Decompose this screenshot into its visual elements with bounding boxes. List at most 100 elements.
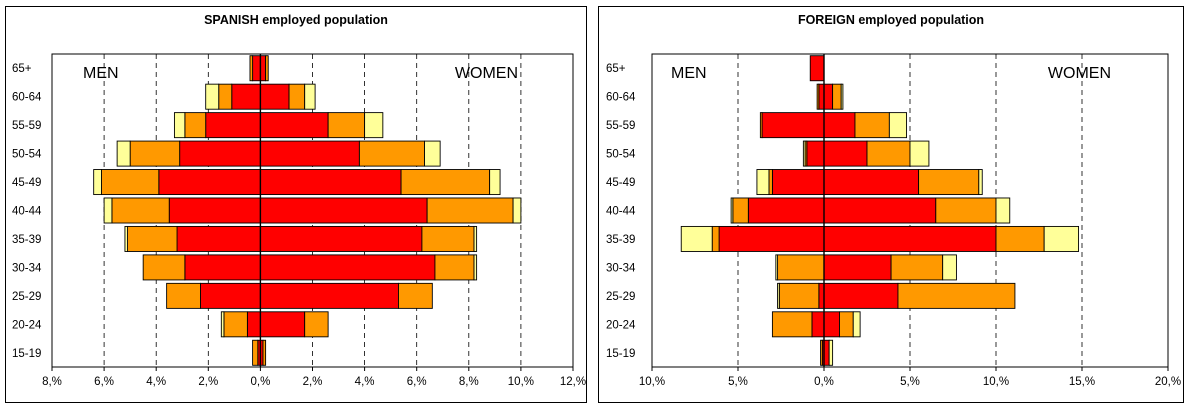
women-label: WOMEN bbox=[1048, 65, 1111, 82]
men-label: MEN bbox=[83, 65, 119, 82]
category-label: 40-44 bbox=[12, 206, 42, 218]
bar-women-yellow bbox=[473, 254, 478, 281]
bar-women-red bbox=[259, 140, 360, 167]
bar-women-red bbox=[823, 112, 856, 139]
bar-women-yellow bbox=[424, 140, 441, 167]
bar-men-red bbox=[252, 55, 261, 82]
bar-women-orange bbox=[288, 83, 306, 110]
category-label: 60-64 bbox=[12, 92, 42, 104]
bar-women-red bbox=[823, 225, 997, 252]
category-label: 20-24 bbox=[606, 319, 636, 331]
bar-men-red bbox=[176, 225, 261, 252]
bar-men-yellow bbox=[103, 197, 113, 224]
bar-women-yellow bbox=[364, 112, 384, 139]
bar-men-yellow bbox=[173, 112, 186, 139]
bar-men-red bbox=[747, 197, 825, 224]
bar-women-yellow bbox=[828, 339, 834, 366]
bar-men-orange bbox=[166, 282, 201, 309]
bar-men-orange bbox=[142, 254, 186, 281]
bar-women-red bbox=[259, 225, 423, 252]
bar-women-yellow bbox=[1043, 225, 1080, 252]
x-tick-label: 0,% bbox=[814, 376, 834, 388]
women-label: WOMEN bbox=[455, 65, 518, 82]
spanish-pyramid-chart: 65+ 60-64 55-59 50-54 45-49 40-44 35-39 30-34 25… bbox=[12, 53, 586, 388]
bar-women-red bbox=[823, 83, 834, 110]
x-tick-label: 2,% bbox=[198, 376, 218, 388]
foreign-pyramid-chart: 65+ 60-64 55-59 50-54 45-49 40-44 35-39 30-34 25… bbox=[606, 53, 1181, 388]
bar-men-red bbox=[811, 311, 825, 338]
bar-men-orange bbox=[778, 282, 820, 309]
bar-women-yellow bbox=[304, 83, 316, 110]
category-label: 55-59 bbox=[12, 120, 41, 132]
bar-men-orange bbox=[252, 339, 259, 366]
bar-women-yellow bbox=[489, 169, 501, 196]
bar-men-orange bbox=[711, 225, 720, 252]
category-label: 35-39 bbox=[12, 234, 41, 246]
bar-men-red bbox=[771, 169, 825, 196]
bar-women-orange bbox=[854, 112, 890, 139]
bar-men-orange bbox=[184, 112, 207, 139]
bar-women-orange bbox=[358, 140, 425, 167]
bar-women-red bbox=[823, 282, 899, 309]
bar-men-red bbox=[809, 55, 825, 82]
foreign-pyramid-panel: FOREIGN employed population 65+ 60-64 55-5… bbox=[598, 6, 1184, 403]
bar-men-orange bbox=[820, 339, 823, 366]
bar-women-red bbox=[823, 339, 830, 366]
x-tick-label: 10,% bbox=[983, 376, 1009, 388]
bar-men-red bbox=[818, 282, 825, 309]
bar-men-yellow bbox=[777, 282, 780, 309]
category-label: 50-54 bbox=[606, 149, 636, 161]
bar-men-red bbox=[184, 254, 261, 281]
bar-women-red bbox=[259, 112, 329, 139]
bar-men-yellow bbox=[730, 197, 734, 224]
bar-women-orange bbox=[995, 225, 1045, 252]
bar-men-orange bbox=[127, 225, 178, 252]
bar-women-yellow bbox=[909, 140, 930, 167]
bar-men-red bbox=[761, 112, 825, 139]
bar-women-red bbox=[259, 83, 290, 110]
bar-men-orange bbox=[816, 83, 820, 110]
bar-women-orange bbox=[262, 339, 267, 366]
bar-women-orange bbox=[265, 55, 269, 82]
bar-women-red bbox=[823, 197, 937, 224]
bar-women-orange bbox=[434, 254, 475, 281]
bar-men-red bbox=[806, 140, 825, 167]
category-label: 60-64 bbox=[606, 92, 636, 104]
bar-men-orange bbox=[771, 311, 813, 338]
bar-men-yellow bbox=[775, 254, 779, 281]
bar-men-red bbox=[231, 83, 261, 110]
x-tick-label: 8,% bbox=[459, 376, 479, 388]
bar-men-orange bbox=[249, 55, 254, 82]
bar-women-orange bbox=[918, 169, 980, 196]
category-label: 45-49 bbox=[606, 177, 635, 189]
category-label: 15-19 bbox=[12, 348, 41, 360]
bar-women-yellow bbox=[995, 197, 1011, 224]
x-tick-label: 20,% bbox=[1155, 376, 1181, 388]
bar-women-orange bbox=[866, 140, 911, 167]
x-tick-label: 0,% bbox=[250, 376, 270, 388]
bar-men-red bbox=[158, 169, 261, 196]
bar-men-yellow bbox=[680, 225, 713, 252]
bar-men-yellow bbox=[116, 140, 131, 167]
spanish-pyramid-panel: SPANISH employed population 65+ 60-64 55-5… bbox=[5, 6, 587, 403]
category-label: 65+ bbox=[12, 63, 32, 75]
bar-women-orange bbox=[935, 197, 997, 224]
bar-women-orange bbox=[832, 83, 842, 110]
category-label: 15-19 bbox=[606, 348, 635, 360]
bar-women-yellow bbox=[852, 311, 861, 338]
bar-men-orange bbox=[768, 169, 773, 196]
bar-men-orange bbox=[223, 311, 248, 338]
chart-title: SPANISH employed population bbox=[204, 13, 388, 27]
bar-women-red bbox=[259, 282, 399, 309]
bar-women-orange bbox=[327, 112, 366, 139]
bar-men-red bbox=[246, 311, 261, 338]
bar-women-yellow bbox=[840, 83, 844, 110]
bar-women-red bbox=[259, 55, 267, 82]
category-label: 30-34 bbox=[12, 262, 42, 274]
category-label: 50-54 bbox=[12, 149, 42, 161]
bar-men-yellow bbox=[756, 169, 770, 196]
x-tick-label: 8,% bbox=[42, 376, 62, 388]
category-label: 35-39 bbox=[606, 234, 635, 246]
x-tick-label: 5,% bbox=[728, 376, 748, 388]
bar-men-orange bbox=[129, 140, 181, 167]
